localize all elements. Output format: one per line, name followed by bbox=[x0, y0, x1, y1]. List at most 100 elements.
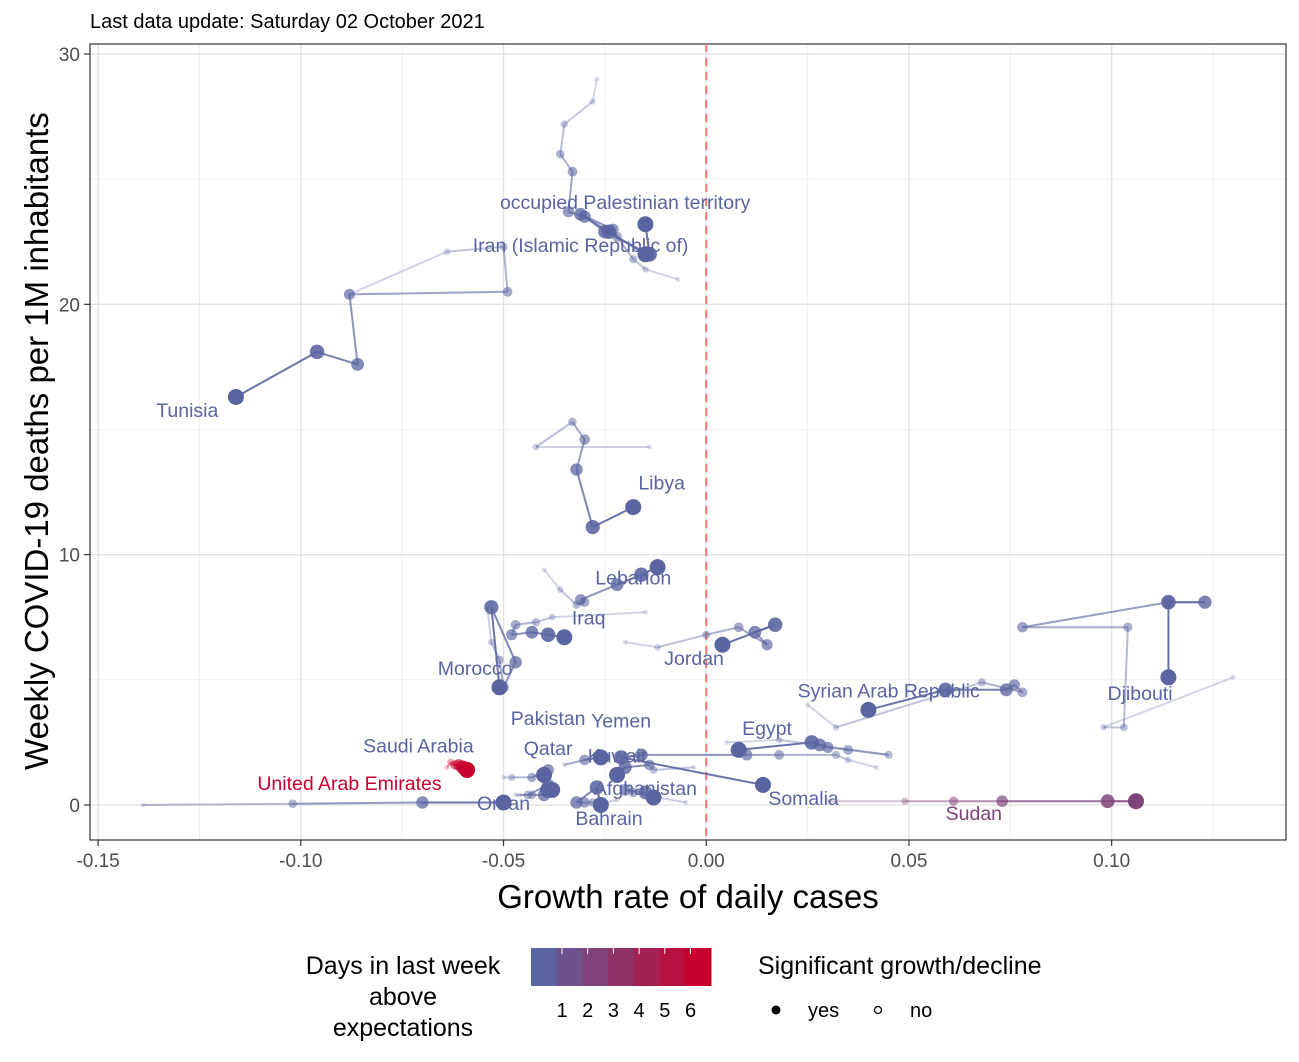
data-point bbox=[1100, 794, 1115, 809]
colorbar-step bbox=[633, 948, 661, 986]
colorbar-label: 6 bbox=[685, 1000, 696, 1022]
data-point bbox=[513, 792, 519, 798]
trail-segment bbox=[657, 633, 707, 649]
trail-segment bbox=[535, 421, 574, 448]
series-united-arab-emirates bbox=[140, 794, 512, 811]
country-label: Iran (Islamic Republic of) bbox=[473, 235, 689, 257]
data-point bbox=[619, 784, 631, 796]
series-afghanistan bbox=[619, 784, 689, 806]
legend-no-label: no bbox=[910, 1000, 932, 1022]
data-point bbox=[574, 207, 587, 221]
trail-segment bbox=[625, 641, 658, 649]
color-legend-title-line: expectations bbox=[333, 1014, 473, 1042]
series-libya bbox=[532, 417, 652, 535]
data-point bbox=[649, 559, 666, 576]
color-legend-title-line: above bbox=[369, 983, 437, 1011]
trail-segment bbox=[706, 626, 739, 636]
data-point bbox=[1160, 669, 1177, 686]
country-label: Djibouti bbox=[1108, 683, 1173, 705]
series-lebanon bbox=[541, 559, 666, 609]
trail-segment bbox=[591, 78, 598, 102]
trail-segment bbox=[446, 245, 504, 253]
data-point bbox=[574, 594, 587, 606]
trail-segment bbox=[726, 738, 780, 744]
country-label: Oman bbox=[477, 793, 530, 815]
trail-segment bbox=[349, 250, 448, 296]
data-point bbox=[1127, 793, 1144, 810]
colorbar-label: 5 bbox=[659, 1000, 670, 1022]
y-tick-label: 10 bbox=[59, 546, 80, 567]
colorbar-step bbox=[608, 948, 635, 986]
data-point bbox=[645, 789, 662, 806]
colorbar-step bbox=[556, 948, 583, 986]
data-point bbox=[495, 794, 512, 811]
y-tick-label: 30 bbox=[59, 45, 80, 66]
country-label: Tunisia bbox=[156, 400, 218, 422]
trail-segment bbox=[580, 583, 618, 601]
trail-segment bbox=[490, 607, 501, 688]
data-point bbox=[343, 288, 356, 300]
data-point bbox=[570, 463, 583, 476]
x-axis-title: Growth rate of daily cases bbox=[497, 878, 879, 915]
data-point bbox=[1123, 622, 1133, 632]
data-point bbox=[540, 627, 556, 642]
plot-panel bbox=[89, 43, 1287, 841]
data-point bbox=[531, 618, 541, 627]
data-point bbox=[309, 344, 325, 360]
series-sudan bbox=[825, 793, 1144, 810]
data-point bbox=[767, 617, 783, 632]
trail-segment bbox=[563, 100, 594, 125]
data-point bbox=[443, 248, 451, 256]
data-point bbox=[884, 750, 893, 759]
trail-segment bbox=[1103, 676, 1234, 729]
trail-segment bbox=[575, 469, 594, 528]
series-tunisia bbox=[227, 242, 513, 405]
trail-segment bbox=[349, 290, 508, 296]
data-point bbox=[702, 630, 711, 639]
data-point bbox=[948, 796, 959, 806]
legend-yes-marker bbox=[771, 1005, 781, 1015]
data-point bbox=[487, 638, 495, 646]
data-point bbox=[637, 216, 654, 233]
data-point bbox=[502, 286, 513, 297]
series-layer bbox=[140, 76, 1236, 813]
country-label: Yemen bbox=[591, 710, 651, 732]
country-label: occupied Palestinian territory bbox=[500, 192, 751, 214]
data-point bbox=[506, 629, 518, 641]
x-tick-label: 0.05 bbox=[890, 851, 927, 872]
data-point bbox=[691, 764, 697, 770]
colorbar-step bbox=[685, 948, 712, 986]
data-point bbox=[637, 246, 654, 263]
series-somalia bbox=[613, 748, 880, 793]
data-point bbox=[938, 682, 953, 698]
y-tick-label: 20 bbox=[59, 295, 80, 316]
data-point bbox=[625, 499, 642, 516]
data-point bbox=[556, 586, 564, 593]
data-point bbox=[585, 520, 600, 535]
colorbar-step bbox=[582, 948, 609, 986]
data-point bbox=[775, 736, 783, 744]
data-point bbox=[1198, 595, 1212, 609]
trail-segment bbox=[835, 753, 849, 761]
country-label: Egypt bbox=[742, 718, 792, 740]
data-point bbox=[532, 443, 540, 451]
x-tick-label: 0.00 bbox=[688, 851, 725, 872]
data-point bbox=[610, 578, 624, 592]
series-saudi-arabia bbox=[444, 758, 476, 778]
trail-segment bbox=[235, 351, 318, 398]
data-point bbox=[844, 756, 852, 764]
trail-segment bbox=[567, 171, 574, 212]
trail-segment bbox=[848, 748, 889, 756]
data-point bbox=[629, 255, 638, 264]
data-point bbox=[570, 796, 583, 809]
data-point bbox=[501, 774, 507, 780]
data-point bbox=[609, 766, 626, 783]
country-label: Syrian Arab Republic bbox=[798, 680, 980, 702]
data-point bbox=[523, 790, 533, 800]
data-point bbox=[561, 762, 567, 768]
country-label: Saudi Arabia bbox=[363, 735, 474, 757]
data-point bbox=[1119, 723, 1128, 732]
